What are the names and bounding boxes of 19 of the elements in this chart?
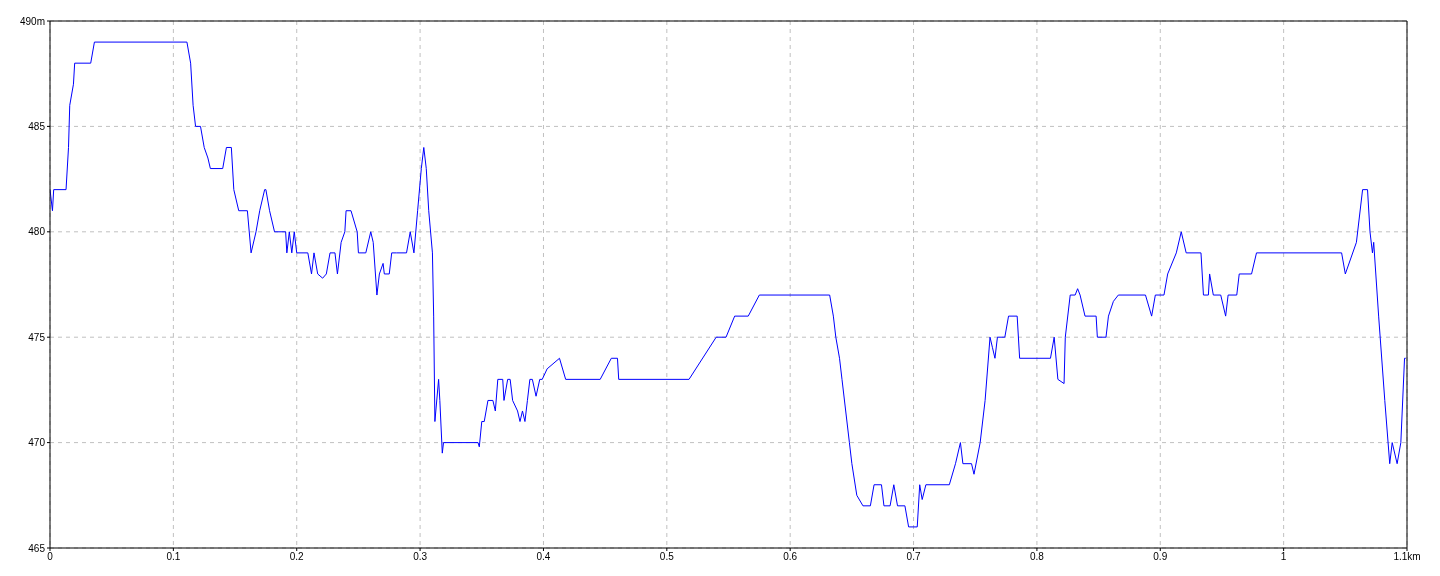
line-series: [50, 41, 1407, 528]
x-tick-label: 0.5: [659, 551, 675, 563]
x-tick-label: 0.6: [783, 551, 798, 563]
x-tick-label: 0.1: [166, 551, 181, 563]
x-tick-label: 0.4: [536, 551, 551, 563]
x-tick-label: 1: [1280, 551, 1287, 563]
x-tick-label: 0.2: [289, 551, 305, 563]
x-tick-label: 0.7: [906, 551, 921, 563]
y-tick-label: 470: [28, 437, 46, 449]
x-tick-label: 0.3: [413, 551, 428, 563]
x-tick-label: 0.9: [1153, 551, 1168, 563]
x-tick-label: 0.8: [1029, 551, 1045, 563]
y-tick-label: 465: [28, 542, 46, 554]
y-tick-label: 485: [28, 120, 46, 132]
x-tick-label: 0: [47, 551, 54, 563]
y-tick-label: 475: [28, 331, 46, 343]
y-tick-label: 490m: [19, 15, 45, 27]
y-tick-label: 480: [28, 226, 46, 238]
x-tick-label: 1.1km: [1393, 551, 1421, 563]
